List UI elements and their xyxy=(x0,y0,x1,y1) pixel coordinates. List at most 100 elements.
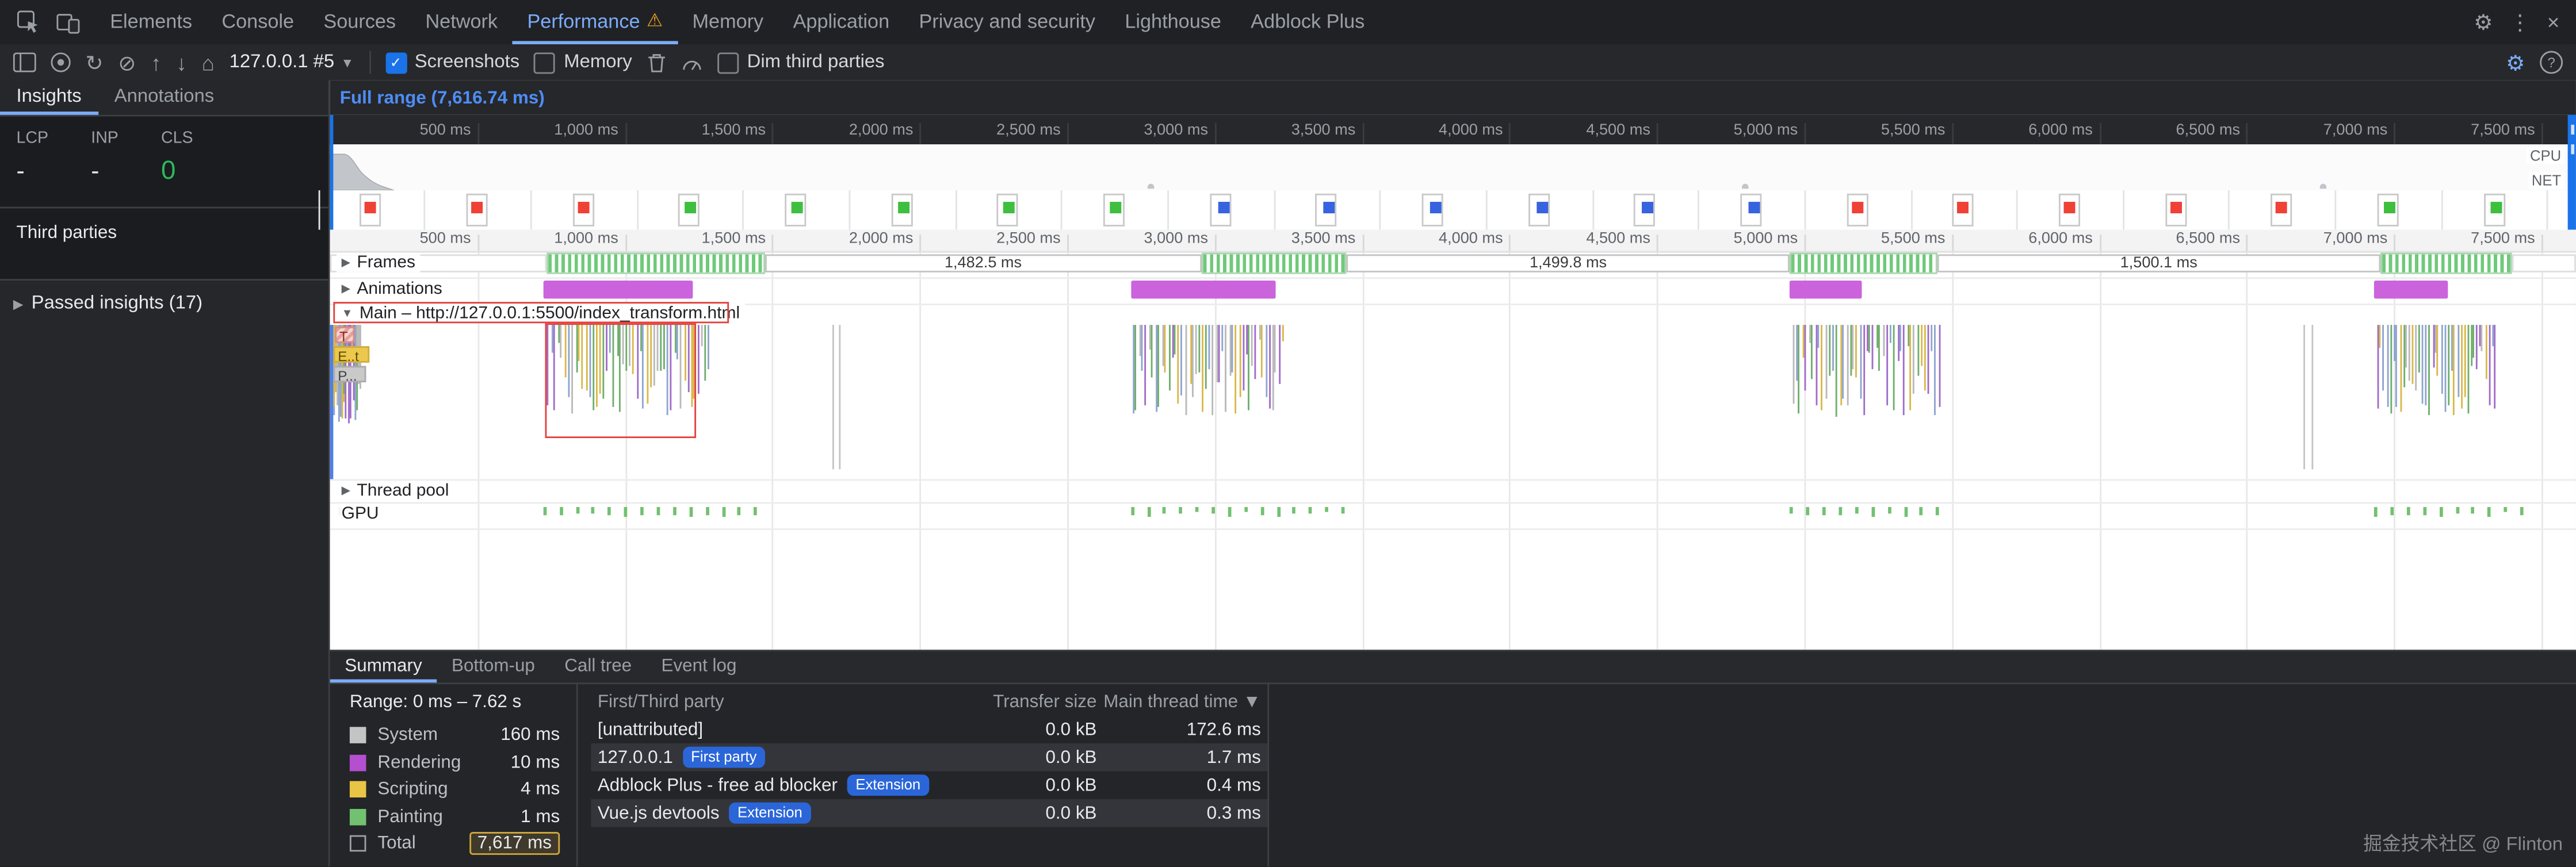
table-row[interactable]: Adblock Plus - free ad blocker Extension 0… xyxy=(591,771,1267,799)
screenshot-thumbnail[interactable] xyxy=(785,193,807,226)
screenshot-thumbnail[interactable] xyxy=(2377,193,2399,226)
clear-recording-icon[interactable]: ⊘ xyxy=(118,50,136,75)
animation-bar[interactable] xyxy=(1130,281,1275,299)
tab-performance[interactable]: Performance ⚠ xyxy=(512,0,678,45)
timeline-tracks[interactable]: 500 ms 1,000 ms 1,500 ms 2,000 ms 2,500 ms 3,… xyxy=(330,229,2576,650)
details-tab-bottom-up[interactable]: Bottom-up xyxy=(452,655,535,676)
screenshot-thumbnail[interactable] xyxy=(2165,193,2187,226)
tab-console[interactable]: Console xyxy=(207,0,309,44)
main-thread-track-header[interactable]: ▼ Main – http://127.0.0.1:5500/index_tra… xyxy=(330,303,2576,325)
tab-adblock-plus[interactable]: Adblock Plus xyxy=(1236,0,1379,44)
frame-segment-frame[interactable]: 1,500.1 ms xyxy=(1937,254,2380,273)
col-header-party[interactable]: First/Third party xyxy=(597,692,724,712)
screenshots-checkbox[interactable]: ✓ Screenshots xyxy=(385,51,519,74)
tab-elements[interactable]: Elements xyxy=(95,0,207,44)
table-row[interactable]: [unattributed] 0.0 kB 172.6 ms xyxy=(591,715,1267,743)
live-metrics-home-icon[interactable]: ⌂ xyxy=(201,50,215,75)
col-header-main-thread-time[interactable]: Main thread time ▼ xyxy=(1103,692,1261,712)
toggle-sidebar-icon[interactable] xyxy=(13,52,36,72)
screenshot-thumbnail[interactable] xyxy=(1952,193,1974,226)
main-event-block[interactable]: T xyxy=(334,326,356,343)
cpu-overview-strip[interactable]: CPU NET xyxy=(330,144,2576,192)
screenshot-thumbnail[interactable] xyxy=(466,193,488,226)
garbage-collect-icon[interactable] xyxy=(647,52,667,73)
gpu-track[interactable]: GPU xyxy=(330,502,2576,530)
passed-insights-toggle[interactable]: ▶ Passed insights (17) xyxy=(0,281,328,327)
checkbox-box[interactable]: ✓ xyxy=(385,51,407,74)
screenshot-thumbnail[interactable] xyxy=(1103,193,1125,226)
memory-checkbox[interactable]: Memory xyxy=(534,51,632,74)
frame-segment-active[interactable] xyxy=(546,252,765,274)
frame-segment-idle[interactable] xyxy=(2512,254,2576,273)
recording-history-select[interactable]: 127.0.0.1 #5 ▼ xyxy=(230,52,354,72)
animations-track[interactable]: ▶ Animations xyxy=(330,277,2576,305)
frames-track[interactable]: ▶ Frames 1,482.5 ms 1,499.8 ms 1,500.1 ms xyxy=(330,251,2576,279)
screenshot-thumbnail[interactable] xyxy=(572,193,594,226)
screenshot-thumbnail[interactable] xyxy=(2483,193,2505,226)
main-thread-track-toggle[interactable]: ▼ Main – http://127.0.0.1:5500/index_tra… xyxy=(337,303,745,324)
tab-memory[interactable]: Memory xyxy=(678,0,778,44)
tab-network[interactable]: Network xyxy=(411,0,513,44)
animation-bar[interactable] xyxy=(1790,281,1863,299)
details-tab-summary[interactable]: Summary xyxy=(330,651,437,683)
screenshot-thumbnail[interactable] xyxy=(2271,193,2293,226)
details-tab-event-log[interactable]: Event log xyxy=(661,655,737,676)
screenshot-thumbnail[interactable] xyxy=(891,193,913,226)
tab-privacy-and-security[interactable]: Privacy and security xyxy=(904,0,1110,44)
thread-pool-track[interactable]: ▶ Thread pool xyxy=(330,479,2576,504)
screenshot-thumbnail[interactable] xyxy=(997,193,1019,226)
frame-segment-frame[interactable]: 1,499.8 ms xyxy=(1347,254,1790,273)
frame-segment-active[interactable] xyxy=(1201,252,1347,274)
record-button[interactable] xyxy=(51,52,71,72)
close-devtools-icon[interactable]: × xyxy=(2547,10,2560,34)
screenshot-thumbnail[interactable] xyxy=(1209,193,1231,226)
sidebar-tab-insights[interactable]: Insights xyxy=(0,80,98,115)
tab-lighthouse[interactable]: Lighthouse xyxy=(1110,0,1236,44)
help-icon[interactable]: ? xyxy=(2540,51,2563,74)
screenshot-thumbnail[interactable] xyxy=(678,193,701,226)
checkbox-box[interactable] xyxy=(534,51,556,74)
timeline-overview[interactable]: Full range (7,616.74 ms) 500 ms 1,000 ms 1… xyxy=(318,80,2576,232)
capture-settings-gear-icon[interactable]: ⚙ xyxy=(2506,50,2525,75)
frames-track-toggle[interactable]: ▶ Frames xyxy=(337,252,421,273)
frame-segment-active[interactable] xyxy=(1789,252,1938,274)
load-profile-icon[interactable]: ↑ xyxy=(151,50,162,75)
more-options-icon[interactable]: ⋮ xyxy=(2509,10,2531,34)
inspect-element-icon[interactable] xyxy=(13,7,43,37)
full-range-breadcrumb[interactable]: Full range (7,616.74 ms) xyxy=(330,80,2576,115)
table-row[interactable]: Vue.js devtools Extension 0.0 kB 0.3 ms xyxy=(591,799,1268,827)
screenshot-thumbnail[interactable] xyxy=(1740,193,1762,226)
animations-track-toggle[interactable]: ▶ Animations xyxy=(337,279,448,299)
range-handle-right[interactable] xyxy=(2567,114,2576,230)
dim-third-parties-checkbox[interactable]: Dim third parties xyxy=(717,51,885,74)
checkbox-box[interactable] xyxy=(717,51,739,74)
thread-pool-track-toggle[interactable]: ▶ Thread pool xyxy=(337,481,454,501)
col-header-transfer[interactable]: Transfer size xyxy=(993,692,1097,712)
gpu-track-label-chip[interactable]: GPU xyxy=(337,504,384,524)
save-profile-icon[interactable]: ↓ xyxy=(176,50,187,75)
screenshot-thumbnail[interactable] xyxy=(1634,193,1656,226)
reload-and-record-icon[interactable]: ↻ xyxy=(85,50,104,75)
screenshot-thumbnail[interactable] xyxy=(1421,193,1443,226)
tab-application[interactable]: Application xyxy=(778,0,904,44)
screenshot-thumbnail[interactable] xyxy=(1316,193,1337,226)
details-tab-call-tree[interactable]: Call tree xyxy=(564,655,632,676)
device-toolbar-icon[interactable] xyxy=(52,7,82,37)
screenshot-thumbnail[interactable] xyxy=(360,193,382,226)
range-handle-left[interactable] xyxy=(330,114,334,230)
frame-segment-active[interactable] xyxy=(2380,252,2512,274)
frame-segment-frame[interactable]: 1,482.5 ms xyxy=(765,254,1202,273)
table-row[interactable]: 127.0.0.1 First party 0.0 kB 1.7 ms xyxy=(591,743,1268,772)
main-event-block[interactable]: P... xyxy=(332,366,366,382)
animation-bar[interactable] xyxy=(2374,281,2448,299)
screenshot-thumbnail[interactable] xyxy=(1528,193,1550,226)
settings-gear-icon[interactable]: ⚙ xyxy=(2474,10,2493,34)
animation-bar[interactable] xyxy=(543,281,693,299)
main-event-block[interactable]: E..t xyxy=(332,346,370,363)
sidebar-tab-annotations[interactable]: Annotations xyxy=(114,86,215,106)
screenshot-thumbnail[interactable] xyxy=(1846,193,1868,226)
screenshot-thumbnail[interactable] xyxy=(2058,193,2080,226)
tab-sources[interactable]: Sources xyxy=(309,0,411,44)
cpu-throttle-gauge-icon[interactable] xyxy=(681,53,702,71)
main-thread-flame-chart[interactable]: T E..t P... xyxy=(330,325,2576,481)
